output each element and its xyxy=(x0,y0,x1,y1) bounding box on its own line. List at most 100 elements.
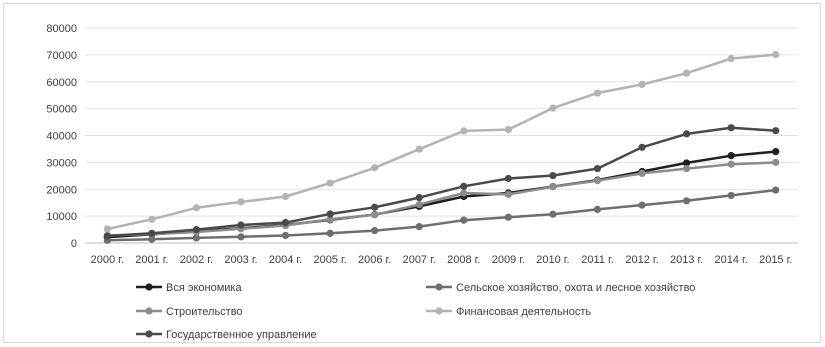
data-point xyxy=(727,55,735,63)
y-tick-label: 40000 xyxy=(46,131,77,143)
data-point xyxy=(148,215,156,223)
data-point xyxy=(727,124,735,132)
data-point xyxy=(237,221,245,229)
x-tick-label: 2010 г. xyxy=(536,254,569,266)
data-point xyxy=(192,225,201,234)
data-point xyxy=(593,164,602,173)
data-point xyxy=(772,148,780,156)
legend-label: Строительство xyxy=(166,306,243,318)
data-point xyxy=(326,229,334,237)
x-tick-label: 2013 г. xyxy=(670,254,703,266)
legend-entry: Вся экономика xyxy=(136,282,242,294)
data-point xyxy=(192,204,201,212)
data-point xyxy=(281,231,290,240)
legend-marker xyxy=(145,330,153,338)
legend-marker xyxy=(145,307,153,315)
data-point xyxy=(727,160,735,168)
data-point xyxy=(326,210,334,218)
legend: Вся экономика Сельское хозяйство, охота и… xyxy=(136,282,695,341)
data-point xyxy=(638,143,646,151)
x-tick-label: 2007 г. xyxy=(403,254,436,266)
data-point xyxy=(772,158,780,166)
data-point xyxy=(682,69,691,77)
x-tick-label: 2000 г. xyxy=(91,254,124,266)
data-point xyxy=(549,171,557,180)
data-point xyxy=(237,198,245,206)
legend-entry: Сельское хозяйство, охота и лесное хозяй… xyxy=(426,282,695,294)
legend-label: Вся экономика xyxy=(166,282,242,294)
data-point xyxy=(549,210,557,218)
data-point xyxy=(460,189,468,197)
legend-label: Государственное управление xyxy=(166,329,317,341)
legend-marker xyxy=(435,307,443,315)
data-point xyxy=(326,215,334,223)
data-point xyxy=(371,227,379,235)
x-tick-label: 2001 г. xyxy=(135,254,168,266)
series-line xyxy=(107,53,776,231)
data-point xyxy=(281,218,290,227)
x-tick-label: 2015 г. xyxy=(759,254,792,266)
y-tick-label: 0 xyxy=(71,238,77,250)
data-point xyxy=(148,235,156,243)
data-point xyxy=(593,205,602,214)
series-3 xyxy=(103,158,780,240)
series-4 xyxy=(103,51,780,233)
data-point xyxy=(103,232,111,240)
data-point xyxy=(549,183,557,191)
y-axis-ticks: 0 10000 20000 30000 40000 50000 60000 70000 8000… xyxy=(46,23,77,250)
data-point xyxy=(281,192,290,201)
y-tick-label: 50000 xyxy=(46,104,77,116)
legend-marker xyxy=(435,283,443,291)
y-tick-label: 30000 xyxy=(46,157,77,169)
data-point xyxy=(549,104,557,112)
series-line xyxy=(107,188,776,242)
y-tick-label: 20000 xyxy=(46,184,77,196)
legend-marker xyxy=(145,283,153,291)
x-tick-label: 2006 г. xyxy=(358,254,391,266)
data-point xyxy=(638,169,646,177)
data-point xyxy=(504,174,512,183)
y-tick-label: 10000 xyxy=(46,211,77,223)
x-tick-label: 2005 г. xyxy=(313,254,346,266)
legend-entry: Строительство xyxy=(136,306,243,318)
data-point xyxy=(727,191,735,200)
data-point xyxy=(415,145,423,153)
data-point xyxy=(371,203,379,211)
data-point xyxy=(682,130,691,138)
data-point xyxy=(504,190,512,198)
data-point xyxy=(638,80,646,89)
x-axis-ticks: 2000 г. 2001 г. 2002 г. 2003 г. 2004 г. 2005 … xyxy=(91,254,793,266)
x-tick-label: 2012 г. xyxy=(625,254,658,266)
data-point xyxy=(772,127,780,135)
data-point xyxy=(682,164,691,173)
x-tick-label: 2004 г. xyxy=(269,254,302,266)
data-point xyxy=(727,152,735,160)
data-point xyxy=(460,216,468,224)
series-5 xyxy=(103,124,780,240)
series-2 xyxy=(103,186,780,244)
data-point xyxy=(326,179,334,187)
data-point xyxy=(682,159,691,167)
data-point xyxy=(192,234,201,242)
data-point xyxy=(772,186,780,194)
data-point xyxy=(593,89,602,97)
gridlines xyxy=(85,27,798,244)
series-lines xyxy=(103,51,780,244)
data-point xyxy=(638,201,646,209)
data-point xyxy=(682,197,691,205)
data-point xyxy=(371,164,379,172)
data-point xyxy=(371,211,379,219)
legend-entry: Финансовая деятельность xyxy=(426,306,591,318)
legend-label: Сельское хозяйство, охота и лесное хозяй… xyxy=(456,282,695,294)
y-tick-label: 60000 xyxy=(46,77,77,89)
x-tick-label: 2009 г. xyxy=(492,254,525,266)
x-tick-label: 2011 г. xyxy=(581,254,613,266)
data-point xyxy=(237,233,245,241)
data-point xyxy=(415,200,423,209)
x-tick-label: 2002 г. xyxy=(180,254,213,266)
data-point xyxy=(415,223,423,231)
y-tick-label: 70000 xyxy=(46,50,77,62)
series-line xyxy=(107,161,776,237)
data-point xyxy=(593,177,602,185)
